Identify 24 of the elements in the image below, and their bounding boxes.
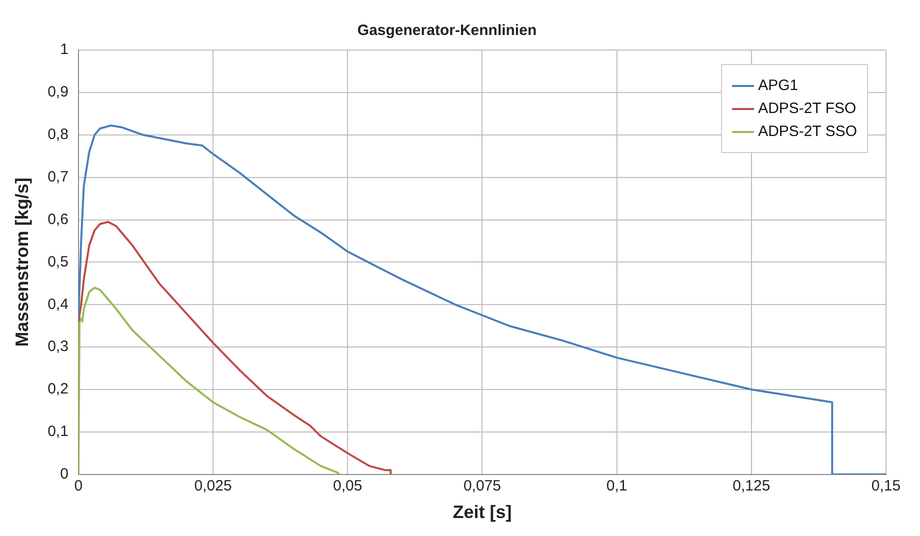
chart-title: Gasgenerator-Kennlinien [357, 22, 537, 40]
y-tick-label: 0,1 [48, 423, 68, 440]
x-tick-label: 0 [74, 478, 83, 495]
y-tick-label: 0,4 [48, 296, 68, 313]
x-tick-label: 0,075 [463, 478, 501, 495]
x-axis-title: Zeit [s] [452, 502, 512, 522]
x-tick-label: 0,125 [732, 478, 770, 495]
x-tick-label: 0,1 [606, 478, 628, 495]
y-tick-label: 0,6 [48, 210, 68, 228]
legend-label: ADPS-2T FSO [758, 100, 856, 117]
legend-label: ADPS-2T SSO [758, 123, 857, 140]
y-tick-label: 0,2 [48, 380, 68, 398]
y-tick-label: 0,3 [48, 338, 68, 356]
y-tick-label: 0,7 [48, 168, 68, 186]
y-tick-label: 0,5 [48, 253, 68, 270]
y-tick-label: 0,8 [48, 126, 68, 144]
x-tick-label: 0,05 [333, 478, 362, 495]
y-axis-title: Massenstrom [kg/s] [12, 178, 32, 347]
y-tick-label: 0,9 [48, 84, 68, 101]
x-tick-label: 0,025 [194, 478, 232, 495]
legend-label: APG1 [758, 77, 798, 94]
x-tick-label: 0,15 [871, 478, 901, 495]
y-tick-label: 0 [60, 466, 68, 483]
y-tick-label: 1 [60, 41, 68, 58]
